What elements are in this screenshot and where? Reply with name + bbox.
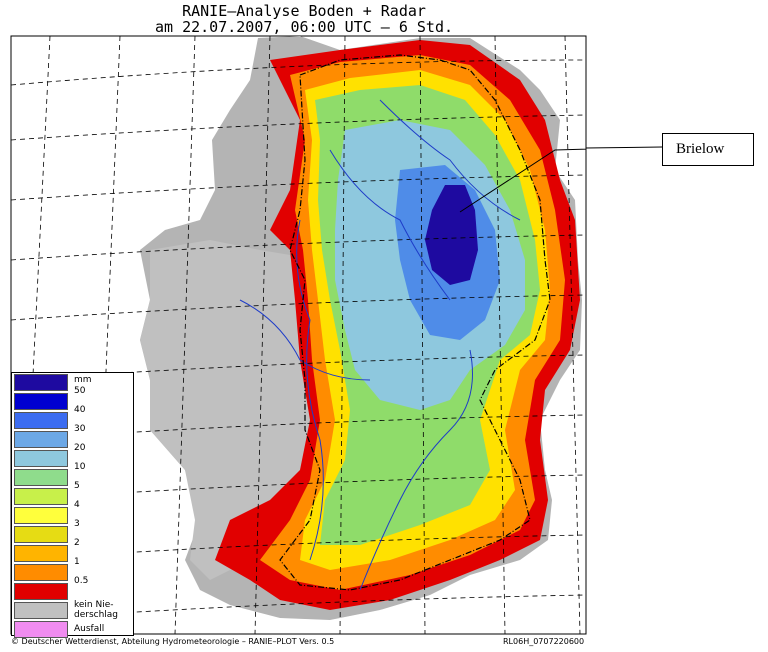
- legend-row: 2: [12, 538, 133, 563]
- legend-swatch: [14, 412, 68, 429]
- legend-label: 5: [74, 481, 80, 491]
- legend-unit: mm: [74, 375, 92, 385]
- legend: mm 50 40 30 20 10 5 4 3 2 1 0.5 kein Nie-derschlag A…: [11, 372, 134, 639]
- map-subtitle: am 22.07.2007, 06:00 UTC – 6 Std.: [154, 18, 453, 36]
- legend-row: 0.5: [12, 576, 133, 601]
- legend-swatch: [14, 431, 68, 448]
- national-border: [279, 54, 551, 591]
- legend-label: 20: [74, 443, 86, 453]
- legend-swatch: [14, 488, 68, 505]
- legend-swatch: [14, 393, 68, 410]
- precip-darkblue: [425, 185, 478, 285]
- legend-row: Ausfall: [12, 620, 133, 639]
- legend-row: 50: [12, 386, 133, 411]
- legend-row: 20: [12, 443, 133, 468]
- footer-id: RL06H_0707220600: [503, 637, 585, 646]
- legend-label: 0.5: [74, 576, 89, 586]
- legend-swatch: [14, 469, 68, 486]
- legend-row: mm: [12, 373, 133, 392]
- legend-swatch: [14, 545, 68, 562]
- legend-label: 4: [74, 500, 80, 510]
- legend-row: 40: [12, 405, 133, 430]
- legend-label: 30: [74, 424, 86, 434]
- legend-label: kein Nie-derschlag: [74, 600, 118, 620]
- legend-label: 2: [74, 538, 80, 548]
- legend-swatch: [14, 526, 68, 543]
- legend-row: 1: [12, 557, 133, 582]
- footer-credit: © Deutscher Wetterdienst, Abteilung Hydr…: [11, 637, 335, 646]
- legend-row: 30: [12, 424, 133, 449]
- legend-swatch: [14, 621, 68, 638]
- legend-swatch: [14, 507, 68, 524]
- legend-swatch: [14, 602, 68, 619]
- legend-swatch: [14, 450, 68, 467]
- legend-swatch: [14, 564, 68, 581]
- rivers: [239, 99, 521, 591]
- legend-row: 10: [12, 462, 133, 487]
- legend-row: 5: [12, 481, 133, 506]
- map-title: RANIE–Analyse Boden + Radar: [182, 2, 426, 20]
- legend-label-line2: derschlag: [74, 610, 119, 620]
- legend-swatch: [14, 374, 68, 391]
- brielow-label: Brielow: [662, 133, 754, 166]
- legend-row: 4: [12, 500, 133, 525]
- legend-label: 40: [74, 405, 86, 415]
- legend-row: 3: [12, 519, 133, 544]
- legend-label: Ausfall: [74, 624, 105, 634]
- legend-label: 10: [74, 462, 86, 472]
- legend-row: kein Nie-derschlag: [12, 600, 133, 620]
- legend-label: 1: [74, 557, 80, 567]
- legend-label-line1: kein Nie-: [74, 600, 114, 610]
- callout-leader: [459, 148, 586, 213]
- legend-swatch: [14, 583, 68, 600]
- dry-region-west: [140, 240, 310, 580]
- legend-label: 3: [74, 519, 80, 529]
- legend-label: 50: [74, 386, 86, 396]
